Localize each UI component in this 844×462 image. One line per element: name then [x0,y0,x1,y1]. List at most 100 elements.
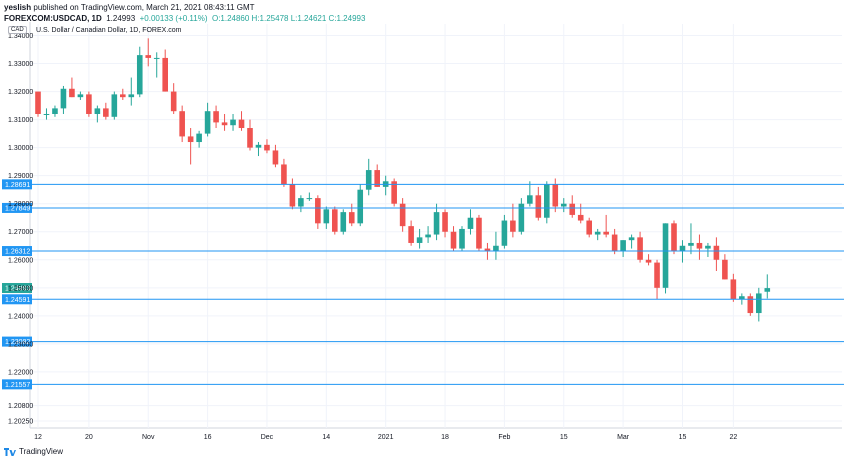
ohlc: O:1.24860 H:1.25478 L:1.24621 C:1.24993 [211,14,366,23]
candle[interactable] [204,102,211,137]
candle[interactable] [747,293,754,316]
candle[interactable] [213,105,219,129]
candle[interactable] [86,91,92,117]
candle[interactable] [162,49,168,92]
candle[interactable] [52,105,58,117]
candle[interactable] [654,259,660,300]
candle[interactable] [145,38,152,67]
candle[interactable] [136,46,143,98]
candle[interactable] [586,217,592,238]
y-tick-label: 1.33000 [8,61,33,68]
candle[interactable] [365,158,372,196]
candle[interactable] [722,254,728,280]
candle[interactable] [340,209,347,235]
candle[interactable] [416,228,423,249]
candle[interactable] [756,287,762,322]
candle[interactable] [535,186,542,221]
candle[interactable] [323,206,330,229]
candle[interactable] [408,220,414,246]
candle[interactable] [705,242,711,257]
candle-body [688,242,694,246]
candle[interactable] [577,203,584,224]
candle[interactable] [442,209,448,238]
candle[interactable] [527,181,533,207]
candle-body [739,296,745,300]
candle[interactable] [594,228,601,241]
candle-body [527,195,533,204]
y-tick-label: 1.29000 [8,173,33,180]
candle[interactable] [603,214,609,238]
candle[interactable] [730,273,737,302]
candle[interactable] [552,178,559,213]
candle[interactable] [518,198,525,235]
candle-body [408,226,414,243]
candle[interactable] [170,83,177,114]
candle[interactable] [153,52,160,78]
candle[interactable] [671,220,677,255]
candle[interactable] [221,113,228,131]
candle[interactable] [111,91,118,120]
publisher-name[interactable]: yeslish [4,3,32,12]
candle-body [764,288,771,292]
candle[interactable] [306,192,313,201]
candle[interactable] [433,203,440,241]
candle[interactable] [230,113,236,131]
candle[interactable] [637,231,643,263]
candle[interactable] [764,274,771,299]
tradingview-logo-icon [4,447,16,456]
candle[interactable] [60,85,67,114]
candle[interactable] [120,88,126,100]
candle[interactable] [459,226,465,252]
candle-body [281,164,287,185]
candle[interactable] [94,105,101,123]
candle[interactable] [196,130,202,148]
candle[interactable] [569,195,576,218]
candle[interactable] [69,77,75,98]
candle[interactable] [255,142,262,157]
level-label: 1.26312 [5,249,30,256]
candle[interactable] [103,102,109,120]
candle[interactable] [399,198,406,232]
candle[interactable] [620,240,626,257]
candle[interactable] [467,209,474,235]
candle[interactable] [450,226,457,252]
candle[interactable] [544,181,550,224]
candle[interactable] [696,234,703,260]
candle[interactable] [493,231,499,260]
candle[interactable] [476,214,482,252]
candle[interactable] [272,144,279,168]
candle-body [69,88,75,98]
footer: TradingView [4,447,63,456]
candle[interactable] [43,108,50,120]
candle[interactable] [688,223,694,255]
candle[interactable] [645,254,652,266]
candle[interactable] [77,91,84,100]
brand-name[interactable]: TradingView [19,447,64,456]
candle[interactable] [510,203,516,238]
candle[interactable] [425,226,431,243]
candle[interactable] [662,223,669,294]
candle[interactable] [264,139,270,154]
candle[interactable] [611,228,618,255]
candle[interactable] [382,175,389,196]
candle[interactable] [128,77,135,106]
candle[interactable] [179,105,185,143]
candle[interactable] [501,214,508,249]
candle[interactable] [560,198,567,213]
candle[interactable] [357,184,364,227]
candle[interactable] [332,206,338,235]
candle[interactable] [247,119,253,151]
candle[interactable] [628,234,635,249]
candle[interactable] [348,203,355,227]
candle[interactable] [315,195,321,229]
candle[interactable] [713,237,720,271]
candle[interactable] [238,111,245,131]
candle[interactable] [374,164,380,187]
candle[interactable] [298,195,304,213]
candle[interactable] [391,178,397,207]
candle[interactable] [35,91,41,117]
candle[interactable] [289,178,296,210]
candle[interactable] [187,128,194,165]
candle[interactable] [281,158,287,187]
